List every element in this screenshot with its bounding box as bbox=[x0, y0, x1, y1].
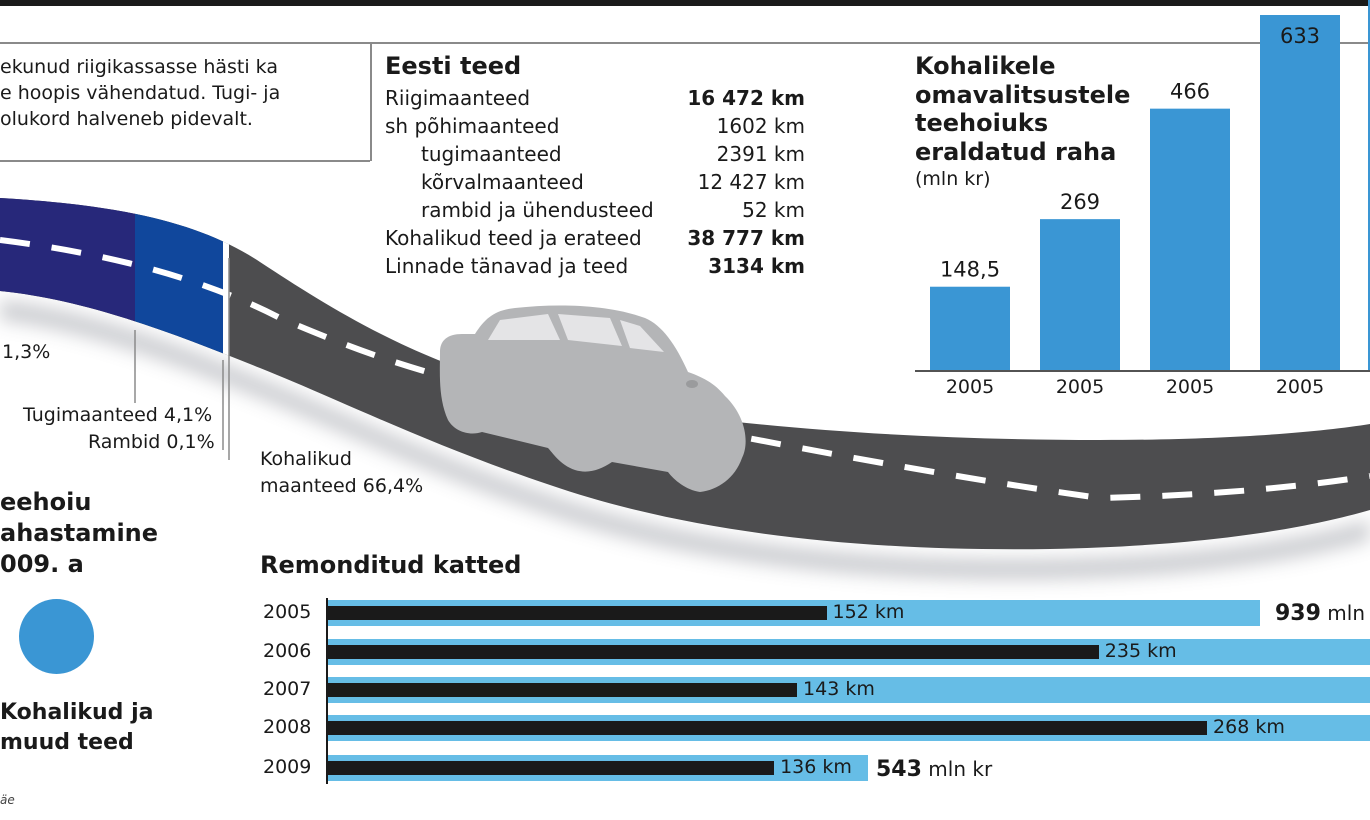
roads-table-row: rambid ja ühendusteed 52 km bbox=[385, 196, 805, 224]
funding-bar-category-label: 2005 bbox=[1166, 376, 1214, 398]
funding-bar-value-label: 633 bbox=[1280, 24, 1320, 48]
funding-pie bbox=[19, 599, 94, 674]
funding-bar bbox=[1260, 15, 1340, 370]
repaired-km-label: 143 km bbox=[803, 678, 875, 700]
roads-table-label: Linnade tänavad ja teed bbox=[385, 254, 629, 278]
roads-table-row: sh põhimaanteed 1602 km bbox=[385, 112, 805, 140]
repaired-km-label: 136 km bbox=[780, 756, 852, 778]
roads-table-row: Kohalikud teed ja erateed 38 777 km bbox=[385, 224, 805, 252]
funding-unit: mln k bbox=[1327, 601, 1370, 625]
road-shadow bbox=[0, 300, 1370, 580]
funding-bar-value-label: 148,5 bbox=[940, 258, 1000, 282]
legend-line: muud teed bbox=[0, 730, 134, 755]
repaired-km-bar bbox=[328, 721, 1208, 735]
repaired-chart-title: Remonditud katted bbox=[260, 551, 522, 579]
repaired-km-bar bbox=[328, 606, 827, 620]
title-line: 009. a bbox=[0, 550, 84, 578]
funding-amount: 939 bbox=[1275, 601, 1321, 626]
roads-table-value: 1602 km bbox=[716, 114, 805, 138]
funding-bar bbox=[1150, 108, 1230, 370]
funding-legend: Kohalikud ja muud teed bbox=[0, 698, 153, 758]
funding-bar-category-label: 2005 bbox=[1276, 376, 1324, 398]
roads-table-label: Riigimaanteed bbox=[385, 86, 531, 110]
intro-line: e hoopis vähendatud. Tugi- ja bbox=[0, 82, 281, 104]
roads-table-label: rambid ja ühendusteed bbox=[421, 198, 654, 222]
roads-table-label: tugimaanteed bbox=[421, 142, 562, 166]
repaired-year-label: 2005 bbox=[263, 601, 312, 623]
funding-bar bbox=[1040, 219, 1120, 370]
roads-table-value: 38 777 km bbox=[687, 226, 805, 250]
funding-chart-unit: (mln kr) bbox=[915, 168, 991, 190]
funding-bar bbox=[930, 286, 1010, 370]
title-line: omavalitsustele bbox=[915, 80, 1131, 109]
roads-table-value: 16 472 km bbox=[687, 86, 805, 110]
intro-line: olukord halveneb pidevalt. bbox=[0, 108, 253, 130]
roads-table-label: sh põhimaanteed bbox=[385, 114, 560, 138]
repaired-funding-label: 543 mln kr bbox=[876, 757, 992, 782]
funding-chart-title: Kohalikele omavalitsustele teehoiuks era… bbox=[915, 52, 1130, 166]
road-share-label: Rambid 0,1% bbox=[88, 431, 215, 453]
funding-amount: 543 bbox=[876, 757, 922, 782]
repaired-axis bbox=[326, 598, 328, 784]
roads-table-title: Eesti teed bbox=[385, 52, 522, 80]
title-line: teehoiuks bbox=[915, 109, 1049, 137]
roads-table-value: 2391 km bbox=[716, 142, 805, 166]
intro-line: ekunud riigikassasse hästi ka bbox=[0, 56, 278, 78]
repaired-year-label: 2009 bbox=[263, 756, 312, 778]
header-rule bbox=[0, 42, 1370, 44]
road-share-label: Tugimaanteed 4,1% bbox=[23, 404, 213, 426]
intro-rule bbox=[0, 160, 370, 162]
funding-bar-value-label: 269 bbox=[1060, 190, 1100, 214]
roads-table-label: kõrvalmaanteed bbox=[421, 170, 584, 194]
title-line: ahastamine bbox=[0, 519, 159, 547]
repaired-year-label: 2006 bbox=[263, 640, 312, 662]
car-silhouette bbox=[439, 305, 746, 492]
funding-bar-category-label: 2005 bbox=[1056, 376, 1104, 398]
title-line: Kohalikele bbox=[915, 52, 1056, 80]
roads-table-row: Linnade tänavad ja teed 3134 km bbox=[385, 252, 805, 280]
intro-text: ekunud riigikassasse hästi ka e hoopis v… bbox=[0, 54, 280, 132]
roads-table-row: kõrvalmaanteed 12 427 km bbox=[385, 168, 805, 196]
repaired-km-label: 152 km bbox=[832, 601, 905, 623]
road-share-label: 1,3% bbox=[2, 341, 51, 363]
repaired-year-label: 2007 bbox=[263, 678, 312, 700]
roads-table-row: Riigimaanteed 16 472 km bbox=[385, 84, 805, 112]
roads-table-value: 52 km bbox=[742, 198, 805, 222]
legend-line: Kohalikud ja bbox=[0, 700, 154, 725]
repaired-year-label: 2008 bbox=[263, 716, 312, 738]
title-line: eraldatud raha bbox=[915, 137, 1117, 166]
funding-bar-category-label: 2005 bbox=[946, 376, 994, 398]
repaired-km-label: 268 km bbox=[1213, 716, 1285, 738]
source-footnote: äe bbox=[0, 793, 15, 807]
funding-unit: mln kr bbox=[928, 757, 993, 781]
roads-table-value: 3134 km bbox=[708, 254, 805, 278]
intro-divider bbox=[370, 44, 372, 161]
repaired-km-bar bbox=[328, 683, 798, 697]
roads-table-value: 12 427 km bbox=[697, 170, 805, 194]
repaired-km-label: 235 km bbox=[1104, 640, 1177, 662]
funding-bar-cropped bbox=[1368, 0, 1370, 370]
road-share-label: maanteed 66,4% bbox=[260, 475, 424, 497]
roads-table-label: Kohalikud teed ja erateed bbox=[385, 226, 642, 250]
road-dashes bbox=[0, 237, 1370, 502]
top-bar bbox=[0, 0, 1370, 6]
funding-bar-chart: 148,5 2005 269 2005 466 2005 633 2005 bbox=[915, 0, 1370, 398]
repaired-km-bar bbox=[328, 761, 775, 775]
road-share-label: Kohalikud bbox=[260, 448, 352, 470]
title-line: eehoiu bbox=[0, 488, 92, 516]
repaired-funding-label: 939 mln k bbox=[1275, 601, 1370, 626]
repaired-km-bar bbox=[328, 645, 1099, 659]
funding-title: eehoiu ahastamine 009. a bbox=[0, 487, 158, 580]
funding-bar-value-label: 466 bbox=[1170, 80, 1210, 104]
roads-table-row: tugimaanteed 2391 km bbox=[385, 140, 805, 168]
